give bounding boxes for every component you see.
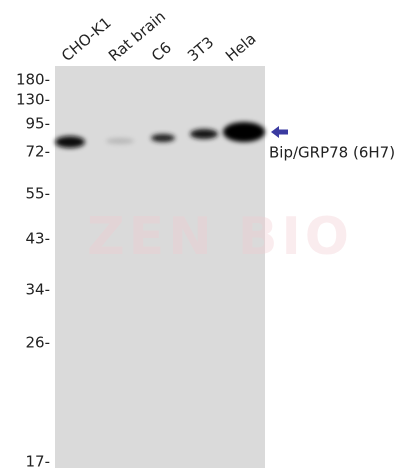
band [106,138,134,144]
mw-marker: 34- [26,281,51,299]
western-blot-figure: ZEN BIO CHO-K1 Rat brain C6 3T3 Hela 180… [0,0,409,472]
target-label: Bip/GRP78 (6H7) [269,144,395,162]
target-arrow [271,126,288,138]
mw-marker: 72- [26,143,51,161]
mw-markers: 180- 130- 95- 72- 55- 43- 34- 26- 17- [16,71,50,471]
mw-marker: 17- [26,453,51,471]
lane-label: 3T3 [184,33,217,65]
mw-marker: 26- [26,334,51,352]
lane-label: Hela [222,30,260,66]
mw-marker: 130- [16,91,50,109]
band [223,122,265,142]
mw-marker: 55- [26,185,51,203]
lane-labels: CHO-K1 Rat brain C6 3T3 Hela [58,7,260,65]
band [190,129,218,139]
lane-label: C6 [148,38,175,65]
band [151,134,175,142]
band [55,136,85,148]
lane-label: CHO-K1 [58,13,115,65]
mw-marker: 180- [16,71,50,89]
mw-marker: 43- [26,230,51,248]
mw-marker: 95- [26,115,51,133]
watermark: ZEN BIO [87,207,353,267]
